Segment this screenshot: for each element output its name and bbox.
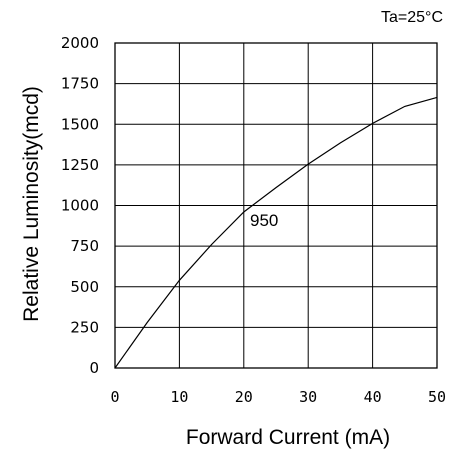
- grid-lines: [115, 43, 437, 368]
- x-tick-label: 10: [170, 388, 188, 406]
- series-line: [114, 96, 438, 369]
- y-tick-label: 500: [70, 278, 99, 296]
- x-tick-label: 50: [428, 388, 446, 406]
- plot-frame: [114, 42, 438, 369]
- y-tick-label: 250: [70, 318, 99, 336]
- y-axis-label: Relative Luminosity(mcd): [20, 86, 43, 322]
- x-tick-label: 40: [364, 388, 382, 406]
- y-tick-label: 1000: [61, 197, 99, 215]
- y-tick-labels: 0 250 500 750 1000 1250 1500 1750 2000: [61, 34, 99, 377]
- x-tick-label: 30: [299, 388, 317, 406]
- x-tick-label: 20: [235, 388, 253, 406]
- x-tick-label: 0: [110, 388, 119, 406]
- y-tick-label: 1500: [61, 115, 99, 133]
- y-tick-label: 2000: [61, 34, 99, 52]
- y-tick-label: 750: [70, 237, 99, 255]
- x-tick-labels: 0 10 20 30 40 50: [110, 388, 446, 406]
- y-tick-label: 1250: [61, 156, 99, 174]
- condition-note: Ta=25°C: [381, 9, 443, 26]
- x-axis-label: Forward Current (mA): [186, 426, 390, 449]
- y-tick-label: 0: [89, 359, 99, 377]
- y-tick-label: 1750: [61, 75, 99, 93]
- annotation-label: 950: [250, 211, 278, 230]
